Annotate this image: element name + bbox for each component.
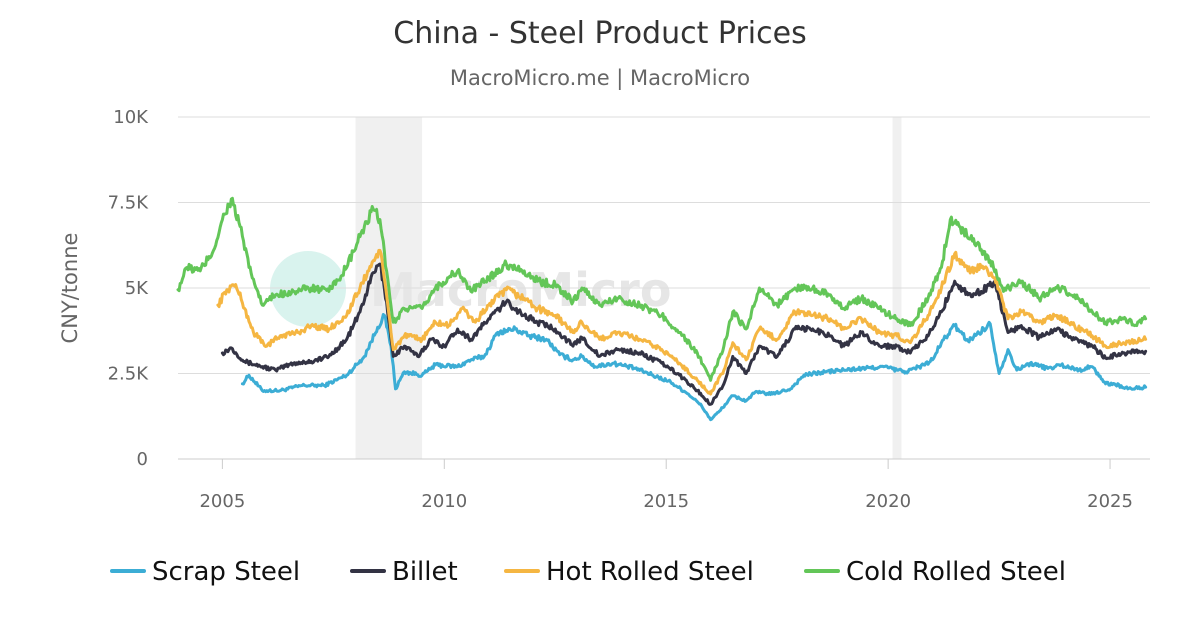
y-tick-label: 0: [137, 449, 148, 470]
x-tick-label: 2020: [865, 491, 911, 512]
series-line-billet: [220, 262, 1148, 406]
y-axis-label: CNY/tonne: [58, 233, 82, 344]
gridlines: [178, 116, 1150, 374]
chart-subtitle: MacroMicro.me | MacroMicro: [450, 66, 750, 91]
legend-label: Hot Rolled Steel: [546, 557, 754, 587]
legend-label: Billet: [392, 557, 458, 587]
legend[interactable]: Scrap Steel Billet Hot Rolled Steel Cold Ro…: [110, 557, 1066, 587]
series-line-scrap-steel: [240, 313, 1148, 422]
legend-label: Scrap Steel: [152, 557, 300, 587]
x-tick-label: 2005: [199, 491, 245, 512]
series-line-cold-rolled-steel: [176, 196, 1148, 382]
legend-item-cold-rolled-steel[interactable]: Cold Rolled Steel: [804, 557, 1066, 587]
legend-label: Cold Rolled Steel: [846, 557, 1066, 587]
x-tick-label: 2015: [643, 491, 689, 512]
legend-item-scrap-steel[interactable]: Scrap Steel: [110, 557, 300, 587]
chart-title: China - Steel Product Prices: [393, 16, 806, 51]
y-tick-label: 2.5K: [108, 364, 150, 385]
series-lines: [176, 196, 1148, 422]
legend-item-hot-rolled-steel[interactable]: Hot Rolled Steel: [504, 557, 754, 587]
x-tick-label: 2010: [421, 491, 467, 512]
y-tick-label: 7.5K: [108, 193, 150, 214]
y-tick-label: 5K: [125, 278, 149, 299]
y-tick-label: 10K: [113, 107, 149, 128]
x-tick-label: 2025: [1087, 491, 1133, 512]
x-axis-ticks: 2005 2010 2015 2020 2025: [199, 459, 1133, 512]
series-line-hot-rolled-steel: [216, 248, 1148, 396]
legend-item-billet[interactable]: Billet: [350, 557, 458, 587]
y-axis-ticks: 0 2.5K 5K 7.5K 10K: [108, 107, 150, 470]
